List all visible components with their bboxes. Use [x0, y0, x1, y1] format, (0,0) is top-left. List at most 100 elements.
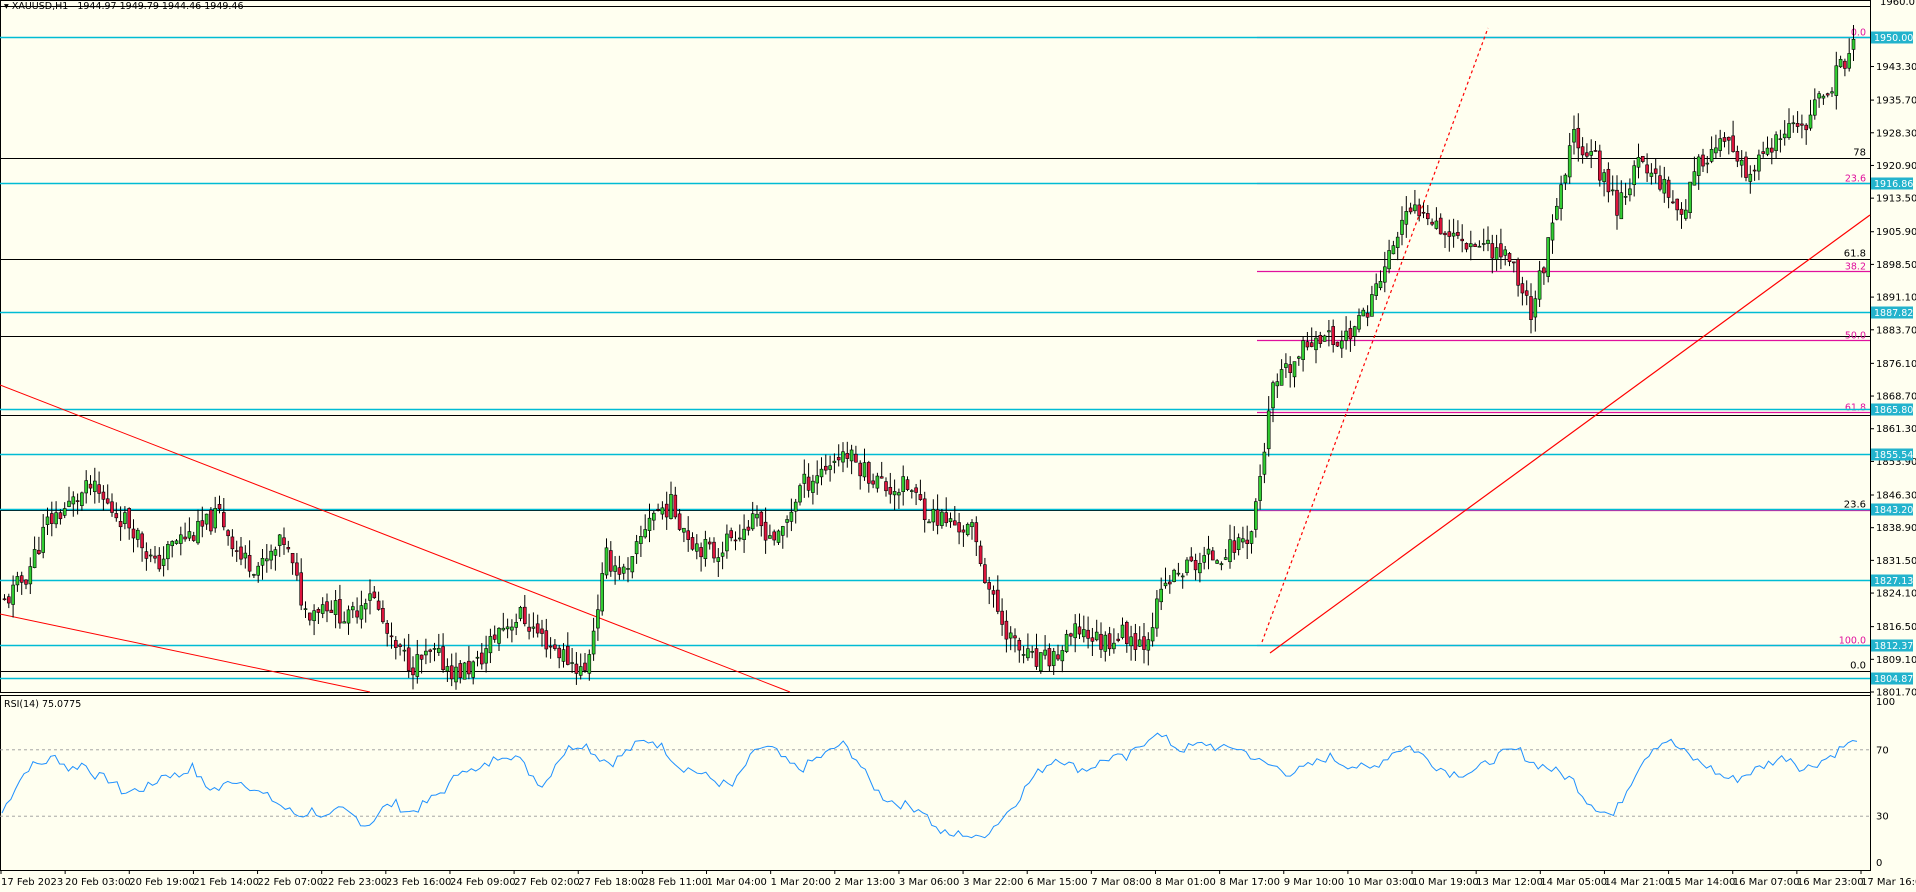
- bear-candle: [118, 521, 123, 528]
- bull-candle: [1434, 220, 1439, 229]
- bear-candle: [1658, 175, 1662, 190]
- dropdown-triangle-icon[interactable]: ▾: [4, 1, 9, 12]
- bull-candle: [269, 550, 273, 561]
- bear-candle: [1593, 150, 1598, 152]
- bear-candle: [974, 522, 979, 543]
- fib-level-label: 38.2: [1845, 262, 1866, 273]
- x-tick-label: 2 Mar 13:00: [835, 877, 895, 888]
- bear-candle: [419, 654, 424, 660]
- bear-candle: [922, 498, 927, 521]
- bull-candle: [1344, 330, 1348, 341]
- bull-candle: [750, 513, 755, 530]
- bull-candle: [402, 649, 407, 652]
- x-tick-label: 22 Feb 23:00: [322, 877, 388, 888]
- bull-candle: [591, 630, 596, 655]
- bear-candle: [393, 640, 398, 648]
- bull-candle: [948, 518, 953, 523]
- price-tag: [1871, 177, 1913, 190]
- bull-candle: [1649, 172, 1654, 177]
- bear-candle: [557, 647, 562, 659]
- bear-candle: [97, 484, 101, 494]
- y-tick-label: 1920.90: [1876, 161, 1916, 172]
- bear-candle: [1615, 189, 1619, 216]
- bull-candle: [1778, 138, 1783, 141]
- bull-candle: [1851, 39, 1856, 50]
- bull-candle: [1357, 315, 1361, 330]
- fib-level-label: 0.0: [1851, 28, 1866, 39]
- bull-candle: [161, 558, 166, 566]
- bear-candle: [1653, 168, 1658, 174]
- price-tag-label: 1812.37: [1874, 641, 1913, 652]
- rsi-title: RSI(14) 75.0775: [4, 699, 82, 710]
- bear-candle: [1331, 326, 1335, 345]
- bear-candle: [918, 494, 923, 500]
- up-trendline: [1269, 214, 1871, 654]
- black-level-label: 0.0: [1850, 661, 1866, 672]
- bear-candle: [290, 553, 295, 564]
- x-tick-label: 14 Mar 21:00: [1604, 877, 1671, 888]
- bear-candle: [1047, 648, 1052, 667]
- bear-candle: [222, 512, 226, 528]
- bear-candle: [295, 562, 299, 576]
- rsi-line: [1, 732, 1858, 839]
- bear-candle: [239, 546, 243, 560]
- bull-candle: [1215, 560, 1219, 564]
- x-tick-label: 1 Mar 20:00: [771, 877, 831, 888]
- bear-candle: [854, 453, 858, 463]
- bull-candle: [970, 522, 974, 528]
- bear-candle: [1421, 211, 1426, 214]
- black-level-label: 78: [1853, 148, 1866, 159]
- bear-candle: [553, 644, 557, 649]
- bull-candle: [123, 512, 127, 524]
- bull-candle: [514, 621, 519, 628]
- bull-candle: [488, 636, 493, 654]
- bear-candle: [110, 501, 114, 513]
- bull-candle: [84, 480, 88, 494]
- bear-candle: [1520, 283, 1525, 294]
- x-tick-label: 17 Feb 2023: [1, 877, 63, 888]
- bull-candle: [630, 556, 635, 573]
- bear-candle: [987, 582, 992, 590]
- y-tick-label: 1801.70: [1876, 688, 1916, 699]
- bear-candle: [1004, 620, 1009, 640]
- bear-candle: [1675, 198, 1679, 211]
- bear-candle: [1770, 147, 1774, 153]
- bull-candle: [875, 475, 880, 489]
- down-trendline-lower: [0, 613, 371, 693]
- bull-candle: [1254, 501, 1258, 530]
- bull-candle: [1765, 147, 1770, 155]
- bear-candle: [983, 564, 987, 583]
- price-tag-label: 1843.20: [1874, 505, 1913, 516]
- bull-candle: [1813, 99, 1817, 116]
- price-tag-label: 1855.54: [1874, 450, 1913, 461]
- bull-candle: [54, 512, 58, 525]
- bull-candle: [828, 465, 832, 470]
- fib-level-label: 23.6: [1845, 174, 1866, 185]
- bear-candle: [527, 626, 531, 632]
- bull-candle: [596, 609, 600, 629]
- bear-candle: [1524, 290, 1529, 296]
- bull-candle: [1292, 361, 1297, 378]
- bull-candle: [1236, 537, 1241, 551]
- bear-candle: [522, 606, 527, 625]
- bear-candle: [1735, 151, 1740, 162]
- bull-candle: [256, 565, 261, 576]
- bull-candle: [1451, 232, 1456, 237]
- bull-candle: [363, 603, 368, 610]
- bull-candle: [1808, 114, 1813, 129]
- bear-candle: [372, 591, 377, 599]
- y-tick-label: 1816.50: [1876, 622, 1916, 633]
- bear-candle: [1309, 342, 1314, 347]
- bull-candle: [1374, 283, 1378, 296]
- bull-candle: [909, 490, 914, 492]
- bull-candle: [1340, 340, 1344, 349]
- bear-candle: [398, 644, 402, 647]
- black-level-label: 61.8: [1844, 249, 1866, 260]
- x-tick-label: 13 Mar 12:00: [1476, 877, 1543, 888]
- bear-candle: [385, 622, 390, 634]
- bear-candle: [200, 520, 205, 527]
- bear-candle: [325, 601, 329, 612]
- bear-candle: [656, 508, 660, 511]
- bull-candle: [346, 609, 351, 624]
